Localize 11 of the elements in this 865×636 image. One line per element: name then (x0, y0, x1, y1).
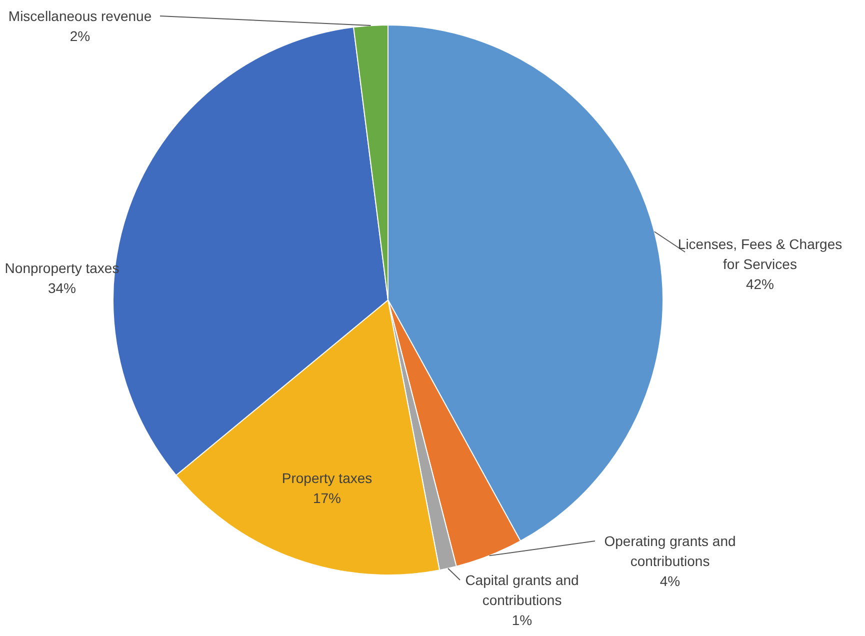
slice-label: Operating grants and contributions (604, 533, 736, 569)
slice-label: Licenses, Fees & Charges for Services (678, 236, 842, 272)
slice-label: Property taxes (282, 470, 372, 486)
data-label: 2% (70, 28, 90, 44)
data-label: 34% (48, 280, 76, 296)
slice-label: Capital grants and contributions (465, 572, 579, 608)
data-label: 1% (512, 612, 532, 628)
slice-label: Miscellaneous revenue (8, 8, 152, 24)
data-label: 17% (312, 490, 342, 506)
data-label: 4% (660, 573, 680, 589)
data-label: 42% (746, 276, 774, 292)
